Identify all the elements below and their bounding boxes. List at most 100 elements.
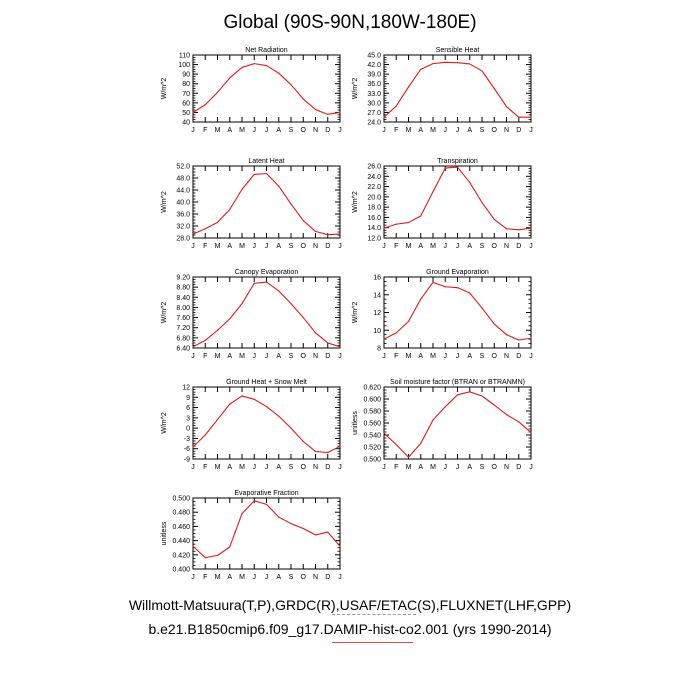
x-tick-label: S: [480, 243, 485, 250]
y-tick-label: 110: [179, 53, 190, 60]
x-tick-label: A: [276, 574, 281, 581]
data-point: [253, 398, 255, 400]
chart-canopy-evaporation: Canopy Evaporation 6.40 6.80 7.20 7.60 8.00 8.…: [161, 269, 342, 360]
x-tick-label: M: [430, 243, 436, 250]
y-tick-label: 100: [178, 62, 190, 69]
x-tick-label: M: [239, 464, 245, 471]
data-point: [253, 63, 255, 65]
data-point: [216, 91, 219, 93]
data-point: [530, 227, 532, 229]
x-tick-label: O: [492, 464, 498, 471]
y-tick-label: 0.500: [363, 457, 381, 464]
y-tick-label: 40: [182, 120, 190, 127]
data-point: [432, 63, 434, 65]
data-point: [241, 513, 243, 515]
red-underline: [332, 642, 413, 643]
y-tick-label: 8: [377, 346, 381, 353]
x-tick-label: M: [239, 574, 245, 581]
x-tick-label: M: [215, 574, 221, 581]
data-point: [302, 527, 304, 530]
data-point: [241, 188, 243, 190]
data-point: [278, 185, 280, 187]
data-point: [444, 406, 446, 408]
chart-svg: Canopy Evaporation 6.40 6.80 7.20 7.60 8.00 8.…: [161, 269, 342, 360]
y-tick-label: 12: [373, 310, 381, 317]
x-tick-label: F: [203, 127, 207, 134]
x-tick-label: M: [215, 353, 221, 360]
x-tick-label: N: [313, 127, 318, 134]
y-tick-label: 0.420: [172, 552, 190, 559]
data-point: [241, 66, 243, 69]
x-tick-label: D: [325, 574, 330, 581]
data-point: [192, 446, 194, 448]
footer-case-id: b.e21.B1850cmip6.f09_g17.DAMIP-hist-co2.…: [148, 621, 552, 637]
x-tick-label: A: [227, 464, 232, 471]
chart-ground-heat-snow-melt: Ground Heat + Snow Melt -9 -6 -3 0 3 6 9 12 J F M A M…: [161, 379, 342, 471]
x-tick-label: J: [253, 464, 257, 471]
x-tick-label: D: [516, 353, 521, 360]
data-point: [395, 105, 397, 107]
x-tick-label: M: [430, 353, 436, 360]
chart-evaporative-fraction: Evaporative Fraction 0.400 0.420 0.440 0.460…: [161, 490, 342, 581]
data-point: [481, 201, 483, 204]
data-point: [383, 116, 385, 118]
y-axis-label: W/m^2: [161, 191, 168, 213]
data-point: [339, 233, 341, 235]
data-point: [518, 229, 520, 231]
data-point: [290, 84, 292, 86]
x-tick-label: D: [325, 127, 330, 134]
y-tick-label: 16.0: [367, 215, 381, 222]
data-point: [339, 445, 341, 447]
data-point: [327, 531, 329, 533]
data-point: [265, 281, 268, 283]
y-tick-label: 40.0: [176, 200, 190, 207]
x-tick-label: M: [430, 127, 436, 134]
x-tick-label: A: [467, 353, 472, 360]
data-point: [314, 332, 317, 334]
data-point: [253, 173, 255, 175]
x-tick-label: J: [456, 127, 460, 134]
data-point: [302, 98, 304, 100]
x-tick-label: J: [529, 353, 533, 360]
y-tick-label: 3: [186, 415, 190, 422]
y-tick-label: 0.440: [172, 538, 190, 545]
data-point: [469, 63, 471, 65]
x-tick-label: F: [394, 127, 398, 134]
data-point: [456, 394, 459, 396]
x-tick-label: O: [492, 353, 498, 360]
y-tick-label: 80: [182, 81, 190, 88]
x-tick-label: J: [191, 353, 195, 360]
x-tick-label: D: [325, 353, 330, 360]
data-point: [518, 421, 520, 423]
x-tick-label: N: [313, 243, 318, 250]
x-tick-label: A: [227, 574, 232, 581]
data-point: [530, 337, 532, 339]
data-point: [383, 227, 385, 229]
data-point: [420, 442, 422, 444]
data-point: [327, 113, 329, 115]
x-tick-label: N: [504, 464, 509, 471]
x-tick-label: J: [338, 464, 342, 471]
data-point: [327, 451, 329, 454]
x-tick-label: D: [325, 464, 330, 471]
x-tick-label: D: [516, 243, 521, 250]
data-point: [383, 432, 385, 434]
y-axis-label: W/m^2: [352, 191, 359, 213]
y-tick-label: 6.40: [176, 346, 190, 353]
x-tick-label: J: [191, 574, 195, 581]
x-tick-label: N: [313, 353, 318, 360]
plot-frame: [192, 497, 341, 570]
y-tick-label: 44.0: [176, 188, 190, 195]
x-tick-label: J: [529, 243, 533, 250]
x-tick-label: M: [406, 127, 412, 134]
data-point: [518, 339, 520, 341]
x-tick-label: J: [382, 243, 386, 250]
data-point: [290, 303, 292, 305]
x-tick-label: J: [338, 127, 342, 134]
data-point: [339, 346, 341, 348]
y-tick-label: 0.460: [172, 524, 190, 531]
series-line: [192, 500, 341, 559]
plot-frame: [383, 54, 532, 123]
chart-svg: Transpiration 12.0 14.0 16.0 18.0 20.0 22.0 24.…: [352, 158, 533, 250]
